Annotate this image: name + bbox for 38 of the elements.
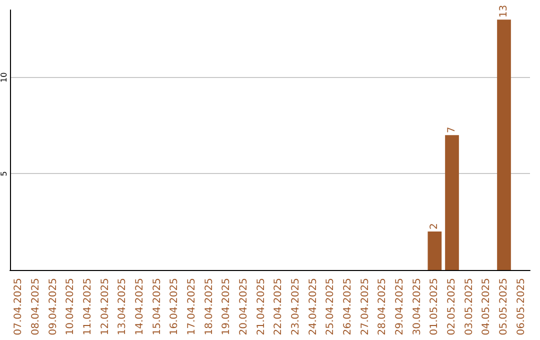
- x-tick-label: 27.04.2025: [360, 278, 371, 336]
- bar: [497, 20, 511, 270]
- x-tick-label: 04.05.2025: [481, 278, 492, 336]
- data-label: 2: [429, 223, 440, 230]
- x-tick-label: 16.04.2025: [169, 278, 180, 336]
- x-tick-label: 03.05.2025: [464, 278, 475, 336]
- x-tick-label: 26.04.2025: [342, 278, 354, 336]
- x-tick-label: 17.04.2025: [186, 278, 198, 336]
- x-tick-label: 23.04.2025: [290, 278, 302, 336]
- x-tick-label: 29.04.2025: [394, 278, 406, 336]
- x-tick-label: 02.05.2025: [446, 278, 458, 336]
- x-tick-label: 13.04.2025: [117, 278, 128, 336]
- x-tick-label: 09.04.2025: [48, 278, 59, 336]
- x-tick-label: 10.04.2025: [65, 278, 76, 336]
- x-tick-label: 18.04.2025: [204, 278, 215, 336]
- x-tick-label: 19.04.2025: [221, 278, 232, 336]
- x-tick-label: 28.04.2025: [377, 278, 388, 336]
- x-tick-label: 21.04.2025: [256, 278, 267, 336]
- y-tick-label: 5: [0, 171, 8, 176]
- x-tick-label: 25.04.2025: [325, 278, 336, 336]
- x-tick-label: 14.04.2025: [134, 278, 146, 336]
- x-tick-label: 07.04.2025: [13, 278, 24, 336]
- data-label: 13: [498, 4, 510, 18]
- x-tick-label: 12.04.2025: [100, 278, 111, 336]
- x-tick-label: 05.05.2025: [498, 278, 510, 336]
- bar: [445, 135, 459, 270]
- bar: [428, 231, 442, 270]
- y-tick-label: 10: [0, 72, 8, 82]
- data-label: 7: [446, 126, 458, 134]
- x-tick-label: 15.04.2025: [152, 278, 163, 336]
- x-tick-label: 22.04.2025: [273, 278, 284, 336]
- x-tick-label: 01.05.2025: [429, 278, 440, 336]
- x-tick-label: 06.05.2025: [516, 278, 527, 336]
- x-tick-label: 30.04.2025: [412, 278, 423, 336]
- x-tick-label: 20.04.2025: [238, 278, 250, 336]
- x-tick-label: 08.04.2025: [30, 278, 42, 336]
- x-tick-label: 24.04.2025: [308, 278, 319, 336]
- x-tick-label: 11.04.2025: [82, 278, 94, 336]
